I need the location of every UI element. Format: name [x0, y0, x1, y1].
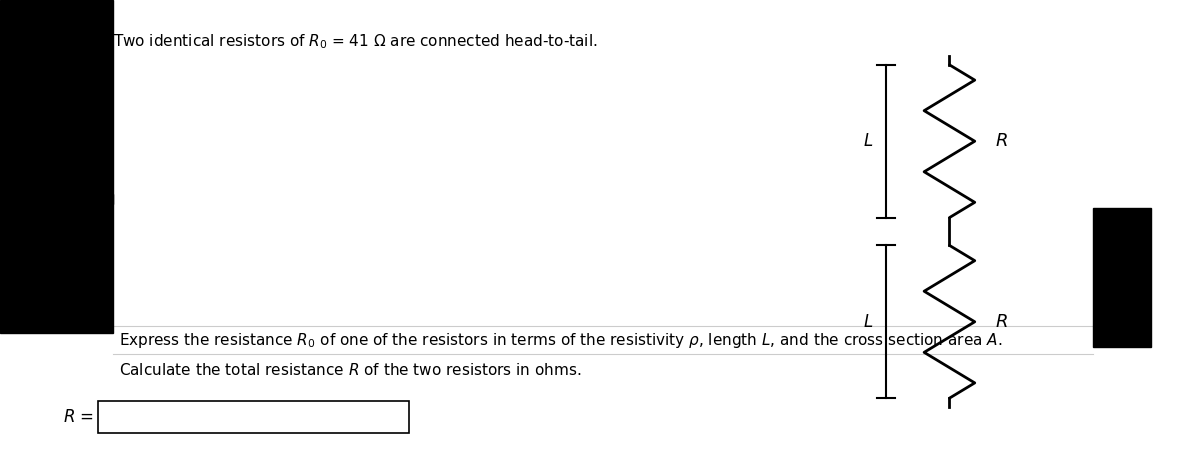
Text: R: R [996, 132, 1008, 150]
Text: Express the resistance $R_0$ of one of the resistors in terms of the resistivity: Express the resistance $R_0$ of one of t… [119, 331, 1002, 350]
Text: L: L [863, 313, 872, 331]
FancyBboxPatch shape [98, 401, 408, 433]
Text: Calculate the total resistance $R$ of the two resistors in ohms.: Calculate the total resistance $R$ of th… [119, 363, 581, 378]
Bar [0, 0, 113, 204]
Text: $R$ =: $R$ = [64, 408, 95, 425]
Text: R: R [996, 313, 1008, 331]
Bar [1093, 208, 1151, 347]
Bar [0, 194, 113, 333]
Text: L: L [863, 132, 872, 150]
Text: Two identical resistors of $R_0$ = $41$ Ω are connected head-to-tail.: Two identical resistors of $R_0$ = $41$ … [113, 32, 598, 51]
